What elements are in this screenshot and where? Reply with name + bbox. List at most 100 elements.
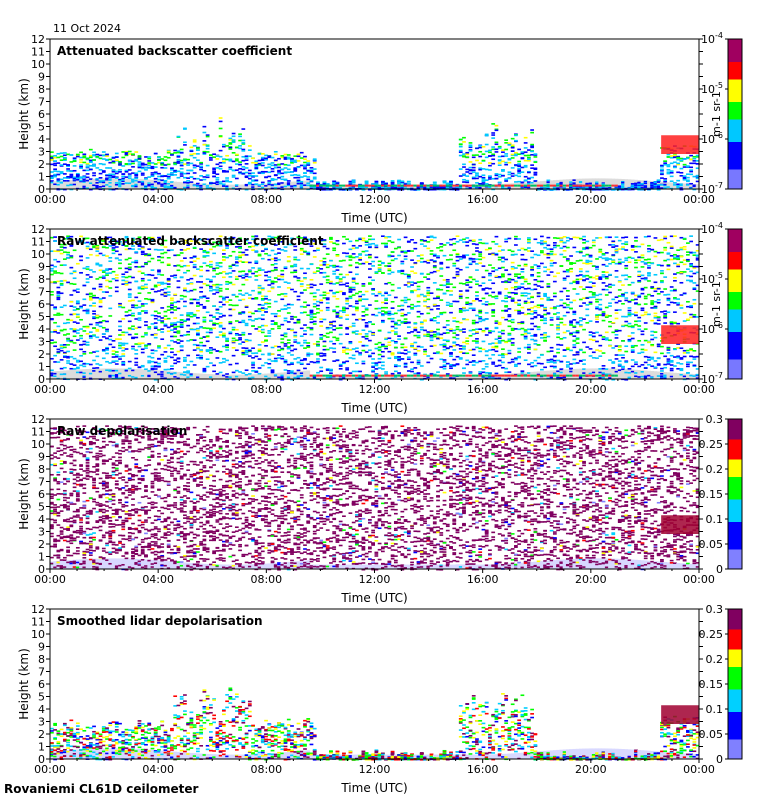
heatmap-cell (137, 286, 142, 289)
heatmap-cell (277, 248, 281, 250)
heatmap-cell (303, 272, 307, 275)
heatmap-cell (273, 281, 278, 283)
heatmap-cell (254, 328, 259, 330)
heatmap-cell (514, 151, 518, 154)
heatmap-cell (153, 336, 158, 339)
heatmap-cell (546, 188, 551, 191)
heatmap-cell (601, 182, 606, 184)
heatmap-cell (150, 172, 155, 174)
heatmap-cell (160, 175, 165, 178)
heatmap-cell (183, 300, 187, 303)
heatmap-cell (312, 159, 317, 162)
heatmap-cell (62, 159, 67, 161)
heatmap-cell (254, 355, 259, 358)
heatmap-cell (209, 182, 213, 184)
heatmap-cell (293, 256, 298, 259)
heatmap-cell (118, 347, 122, 349)
heatmap-cell (296, 179, 301, 182)
heatmap-cell (692, 184, 697, 187)
heatmap-cell (322, 187, 327, 189)
heatmap-cell (251, 157, 255, 160)
heatmap-cell (157, 312, 161, 314)
heatmap-cell (241, 168, 246, 171)
heatmap-cell (257, 163, 262, 166)
heatmap-cell (160, 163, 165, 166)
heatmap-cell (108, 178, 113, 181)
heatmap-cell (283, 167, 288, 169)
heatmap-cell (293, 316, 298, 318)
heatmap-cell (140, 287, 145, 290)
heatmap-cell (303, 311, 307, 314)
heatmap-cell (79, 167, 83, 169)
heatmap-cell (186, 264, 191, 267)
heatmap-cell (293, 339, 298, 341)
heatmap-cell (637, 183, 642, 186)
heatmap-cell (98, 157, 103, 160)
heatmap-cell (348, 264, 353, 267)
heatmap-cell (173, 274, 178, 277)
heatmap-cell (202, 143, 207, 146)
heatmap-cell (183, 159, 187, 162)
heatmap-cell (95, 363, 100, 365)
surface-band-cell (611, 184, 616, 187)
heatmap-cell (137, 270, 142, 273)
surface-band-cell (445, 184, 450, 187)
heatmap-cell (124, 267, 129, 270)
heatmap-cell (465, 175, 470, 177)
heatmap-cell (75, 153, 80, 156)
heatmap-cell (231, 354, 236, 357)
surface-band-cell (364, 184, 369, 187)
heatmap-cell (286, 372, 291, 374)
heatmap-cell (231, 328, 236, 331)
heatmap-cell (692, 157, 697, 160)
heatmap-cell (192, 164, 197, 167)
heatmap-cell (62, 334, 67, 336)
ground-layer-cell (303, 370, 307, 379)
heatmap-cell (338, 290, 343, 293)
heatmap-cell (75, 155, 80, 158)
heatmap-cell (238, 270, 242, 273)
heatmap-cell (257, 162, 262, 165)
heatmap-cell (656, 179, 661, 181)
heatmap-cell (390, 180, 395, 182)
heatmap-cell (264, 247, 268, 250)
heatmap-cell (183, 295, 187, 298)
heatmap-cell (186, 333, 191, 336)
heatmap-cell (231, 187, 236, 190)
heatmap-cell (82, 353, 87, 355)
heatmap-cell (322, 264, 327, 266)
heatmap-cell (322, 183, 327, 185)
heatmap-cell (215, 318, 220, 320)
heatmap-cell (215, 322, 220, 325)
heatmap-cell (254, 275, 259, 277)
y-tick-label: 1 (38, 171, 45, 184)
heatmap-cell (205, 135, 210, 138)
heatmap-cell (290, 174, 294, 177)
heatmap-cell (234, 278, 239, 280)
heatmap-cell (69, 313, 74, 316)
heatmap-cell (199, 265, 204, 268)
surface-band-cell (484, 184, 489, 187)
heatmap-cell (637, 188, 642, 191)
heatmap-cell (196, 327, 200, 330)
heatmap-cell (53, 258, 57, 261)
heatmap-cell (66, 344, 70, 346)
heatmap-cell (432, 183, 437, 186)
heatmap-cell (95, 316, 100, 319)
heatmap-cell (231, 293, 236, 296)
ground-layer-cell (552, 180, 557, 189)
heatmap-cell (286, 303, 291, 306)
heatmap-cell (293, 161, 298, 163)
heatmap-cell (127, 173, 132, 175)
heatmap-cell (62, 188, 67, 191)
heatmap-cell (173, 186, 178, 189)
heatmap-cell (283, 171, 288, 174)
heatmap-cell (72, 283, 77, 285)
surface-band-cell (539, 184, 544, 187)
heatmap-cell (510, 167, 515, 169)
heatmap-cell (299, 157, 304, 159)
heatmap-cell (621, 188, 625, 191)
heatmap-cell (79, 354, 83, 357)
heatmap-cell (82, 365, 87, 368)
heatmap-cell (565, 188, 570, 191)
